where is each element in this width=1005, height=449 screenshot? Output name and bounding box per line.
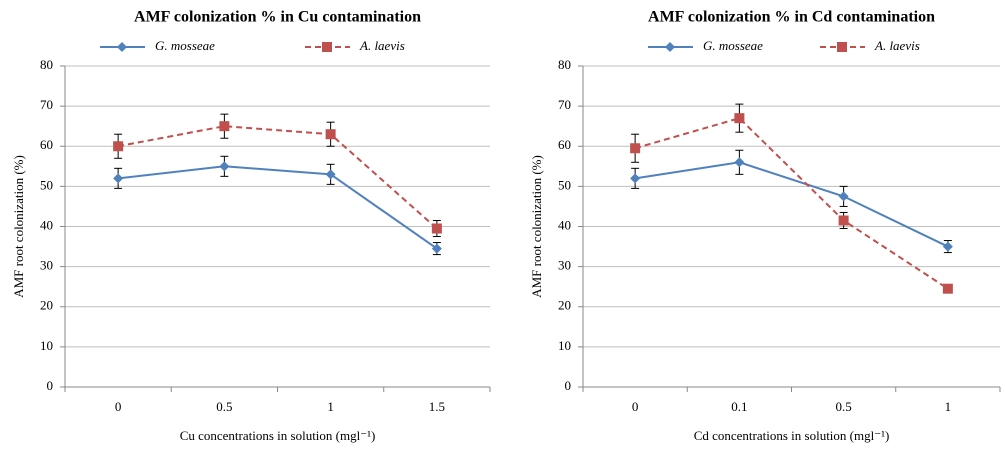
y-tick-label: 0 <box>565 378 572 393</box>
y-tick-label: 40 <box>558 217 571 232</box>
x-tick-label: 0.1 <box>731 399 747 414</box>
y-tick-label: 0 <box>47 378 54 393</box>
y-tick-label: 10 <box>558 338 571 353</box>
y-tick-label: 20 <box>558 298 571 313</box>
marker <box>838 191 849 202</box>
marker <box>630 143 641 154</box>
marker <box>325 129 336 140</box>
marker <box>117 42 127 52</box>
legend-label: A. laevis <box>359 38 405 53</box>
y-tick-label: 40 <box>40 217 53 232</box>
y-axis-label: AMF root colonization (%) <box>11 155 26 298</box>
legend-label: A. laevis <box>874 38 920 53</box>
series-line <box>117 125 438 230</box>
x-tick-label: 1.5 <box>429 399 445 414</box>
x-tick-label: 1 <box>327 399 334 414</box>
marker <box>322 42 332 52</box>
x-axis-label: Cu concentrations in solution (mgl⁻¹) <box>180 428 376 443</box>
marker <box>431 223 442 234</box>
y-tick-label: 60 <box>40 137 53 152</box>
x-axis-label: Cd concentrations in solution (mgl⁻¹) <box>694 428 890 443</box>
marker <box>942 241 953 252</box>
marker <box>113 141 124 152</box>
marker <box>838 215 849 226</box>
y-tick-label: 50 <box>558 177 571 192</box>
y-tick-label: 80 <box>40 57 53 72</box>
y-tick-label: 80 <box>558 57 571 72</box>
marker <box>837 42 847 52</box>
x-tick-label: 0.5 <box>216 399 232 414</box>
marker <box>665 42 675 52</box>
marker <box>942 283 953 294</box>
y-axis-label: AMF root colonization (%) <box>529 155 544 298</box>
x-tick-label: 0 <box>632 399 639 414</box>
chart-title: AMF colonization % in Cu contamination <box>134 9 421 26</box>
x-tick-label: 0.5 <box>836 399 852 414</box>
y-tick-label: 70 <box>40 97 53 112</box>
x-tick-label: 1 <box>945 399 952 414</box>
marker <box>734 113 745 124</box>
x-tick-label: 0 <box>115 399 122 414</box>
series-line <box>634 161 949 248</box>
y-tick-label: 50 <box>40 177 53 192</box>
marker <box>113 173 124 184</box>
chart-title: AMF colonization % in Cd contamination <box>648 9 935 26</box>
marker <box>734 157 745 168</box>
y-tick-label: 20 <box>40 298 53 313</box>
y-tick-label: 70 <box>558 97 571 112</box>
legend-label: G. mosseae <box>155 38 215 53</box>
legend-label: G. mosseae <box>703 38 763 53</box>
marker <box>219 121 230 132</box>
marker <box>630 173 641 184</box>
series-line <box>118 165 438 250</box>
y-tick-label: 30 <box>558 258 571 273</box>
marker <box>219 161 230 172</box>
y-tick-label: 60 <box>558 137 571 152</box>
marker <box>325 169 336 180</box>
series-line <box>634 117 949 290</box>
y-tick-label: 30 <box>40 258 53 273</box>
marker <box>431 243 442 254</box>
y-tick-label: 10 <box>40 338 53 353</box>
